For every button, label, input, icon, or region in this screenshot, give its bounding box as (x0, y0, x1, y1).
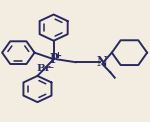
Text: Br: Br (36, 64, 51, 73)
Text: +: + (55, 51, 62, 60)
Text: −: − (46, 62, 53, 71)
Text: P: P (49, 53, 58, 66)
Text: N: N (97, 56, 108, 69)
